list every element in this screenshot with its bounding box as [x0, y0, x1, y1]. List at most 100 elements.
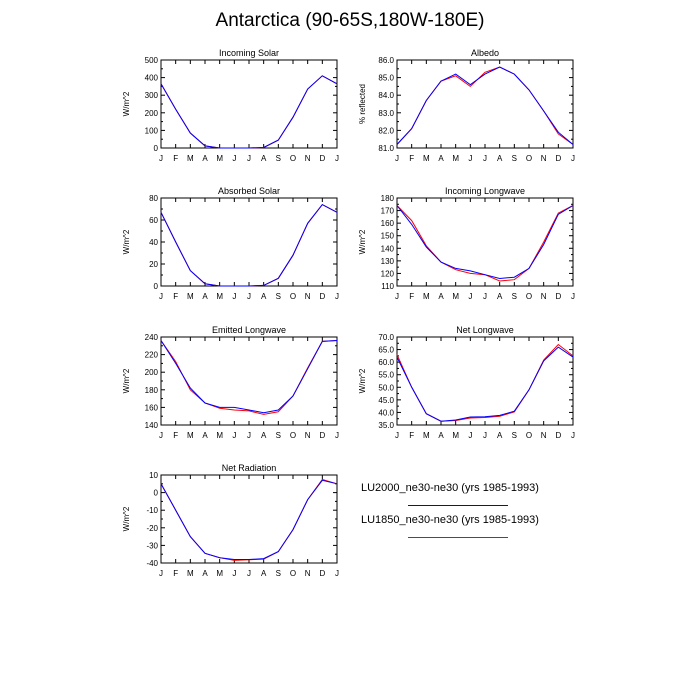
y-tick-label: 40.0 [378, 408, 394, 417]
x-tick-label: O [290, 154, 296, 163]
y-axis-label: W/m^2 [122, 368, 131, 393]
y-axis-label: W/m^2 [358, 229, 367, 254]
legend-line-lu1850 [408, 537, 508, 538]
y-tick-label: 160 [145, 403, 159, 412]
x-tick-label: J [395, 431, 399, 440]
series-line-lu2000 [396, 346, 574, 422]
x-tick-label: A [497, 292, 503, 301]
legend-label-lu1850: LU1850_ne30-ne30 (yrs 1985-1993) [361, 514, 539, 526]
x-tick-label: A [497, 431, 503, 440]
x-tick-label: J [335, 292, 339, 301]
x-tick-label: J [232, 569, 236, 578]
x-tick-label: O [526, 292, 532, 301]
x-tick-label: S [276, 292, 281, 301]
figure-title: Antarctica (90-65S,180W-180E) [215, 10, 485, 31]
y-tick-label: 84.0 [378, 91, 394, 100]
x-tick-label: J [483, 292, 487, 301]
x-tick-label: O [526, 154, 532, 163]
x-tick-label: S [512, 154, 517, 163]
x-tick-label: J [483, 154, 487, 163]
plot-frame [160, 59, 338, 149]
x-tick-label: D [319, 154, 325, 163]
x-tick-label: A [202, 292, 208, 301]
y-axis-label: W/m^2 [122, 506, 131, 531]
x-tick-label: M [216, 292, 223, 301]
y-tick-label: -10 [146, 506, 158, 515]
series-line-lu2000 [396, 66, 574, 145]
y-tick-label: 180 [381, 194, 395, 203]
x-tick-label: D [555, 431, 561, 440]
y-tick-label: 100 [145, 126, 159, 135]
x-tick-label: J [247, 569, 251, 578]
y-tick-label: 160 [381, 219, 395, 228]
x-tick-label: A [497, 154, 503, 163]
series-line-lu2000 [160, 75, 338, 149]
y-tick-label: -30 [146, 541, 158, 550]
y-tick-label: 170 [381, 207, 395, 216]
x-tick-label: S [276, 154, 281, 163]
x-tick-label: M [423, 154, 430, 163]
x-tick-label: J [468, 292, 472, 301]
x-tick-label: J [395, 154, 399, 163]
panel-title: Incoming Solar [219, 48, 279, 58]
x-tick-label: A [261, 154, 267, 163]
y-tick-label: 140 [381, 244, 395, 253]
y-tick-label: 60 [149, 216, 158, 225]
x-tick-label: F [173, 292, 178, 301]
x-tick-label: M [187, 569, 194, 578]
x-tick-label: M [216, 154, 223, 163]
y-tick-label: 45.0 [378, 396, 394, 405]
y-tick-label: -40 [146, 559, 158, 568]
series-line-lu2000 [160, 340, 338, 414]
x-tick-label: M [187, 292, 194, 301]
x-tick-label: J [571, 292, 575, 301]
x-tick-label: M [452, 292, 459, 301]
x-tick-label: N [305, 292, 311, 301]
x-tick-label: M [216, 569, 223, 578]
x-tick-label: F [173, 431, 178, 440]
x-tick-label: N [305, 431, 311, 440]
x-tick-label: J [468, 154, 472, 163]
x-tick-label: M [187, 431, 194, 440]
y-tick-label: 82.0 [378, 126, 394, 135]
x-tick-label: F [173, 154, 178, 163]
x-tick-label: F [409, 292, 414, 301]
y-tick-label: 240 [145, 333, 159, 342]
x-tick-label: M [216, 431, 223, 440]
y-tick-label: 35.0 [378, 421, 394, 430]
panel-title: Emitted Longwave [212, 325, 286, 335]
y-tick-label: 50.0 [378, 383, 394, 392]
x-tick-label: A [261, 431, 267, 440]
y-axis-label: W/m^2 [122, 91, 131, 116]
x-tick-label: A [202, 431, 208, 440]
plot-frame [160, 336, 338, 426]
y-tick-label: 40 [149, 238, 158, 247]
x-tick-label: J [335, 431, 339, 440]
x-tick-label: A [202, 569, 208, 578]
x-tick-label: D [319, 292, 325, 301]
y-tick-label: 500 [145, 56, 159, 65]
series-line-lu2000 [160, 479, 338, 560]
panel-title: Incoming Longwave [445, 186, 525, 196]
plot-frame [396, 59, 574, 149]
x-tick-label: O [290, 569, 296, 578]
x-tick-label: J [159, 292, 163, 301]
x-tick-label: J [247, 154, 251, 163]
y-tick-label: 85.0 [378, 74, 394, 83]
x-tick-label: J [468, 431, 472, 440]
x-tick-label: A [438, 431, 444, 440]
x-tick-label: J [247, 292, 251, 301]
x-tick-label: O [526, 431, 532, 440]
panel-title: Albedo [471, 48, 499, 58]
x-tick-label: N [541, 292, 547, 301]
y-tick-label: 120 [381, 269, 395, 278]
y-tick-label: 220 [145, 351, 159, 360]
x-tick-label: S [276, 569, 281, 578]
plot-frame [396, 336, 574, 426]
series-line-lu1850 [160, 340, 338, 415]
x-tick-label: F [173, 569, 178, 578]
